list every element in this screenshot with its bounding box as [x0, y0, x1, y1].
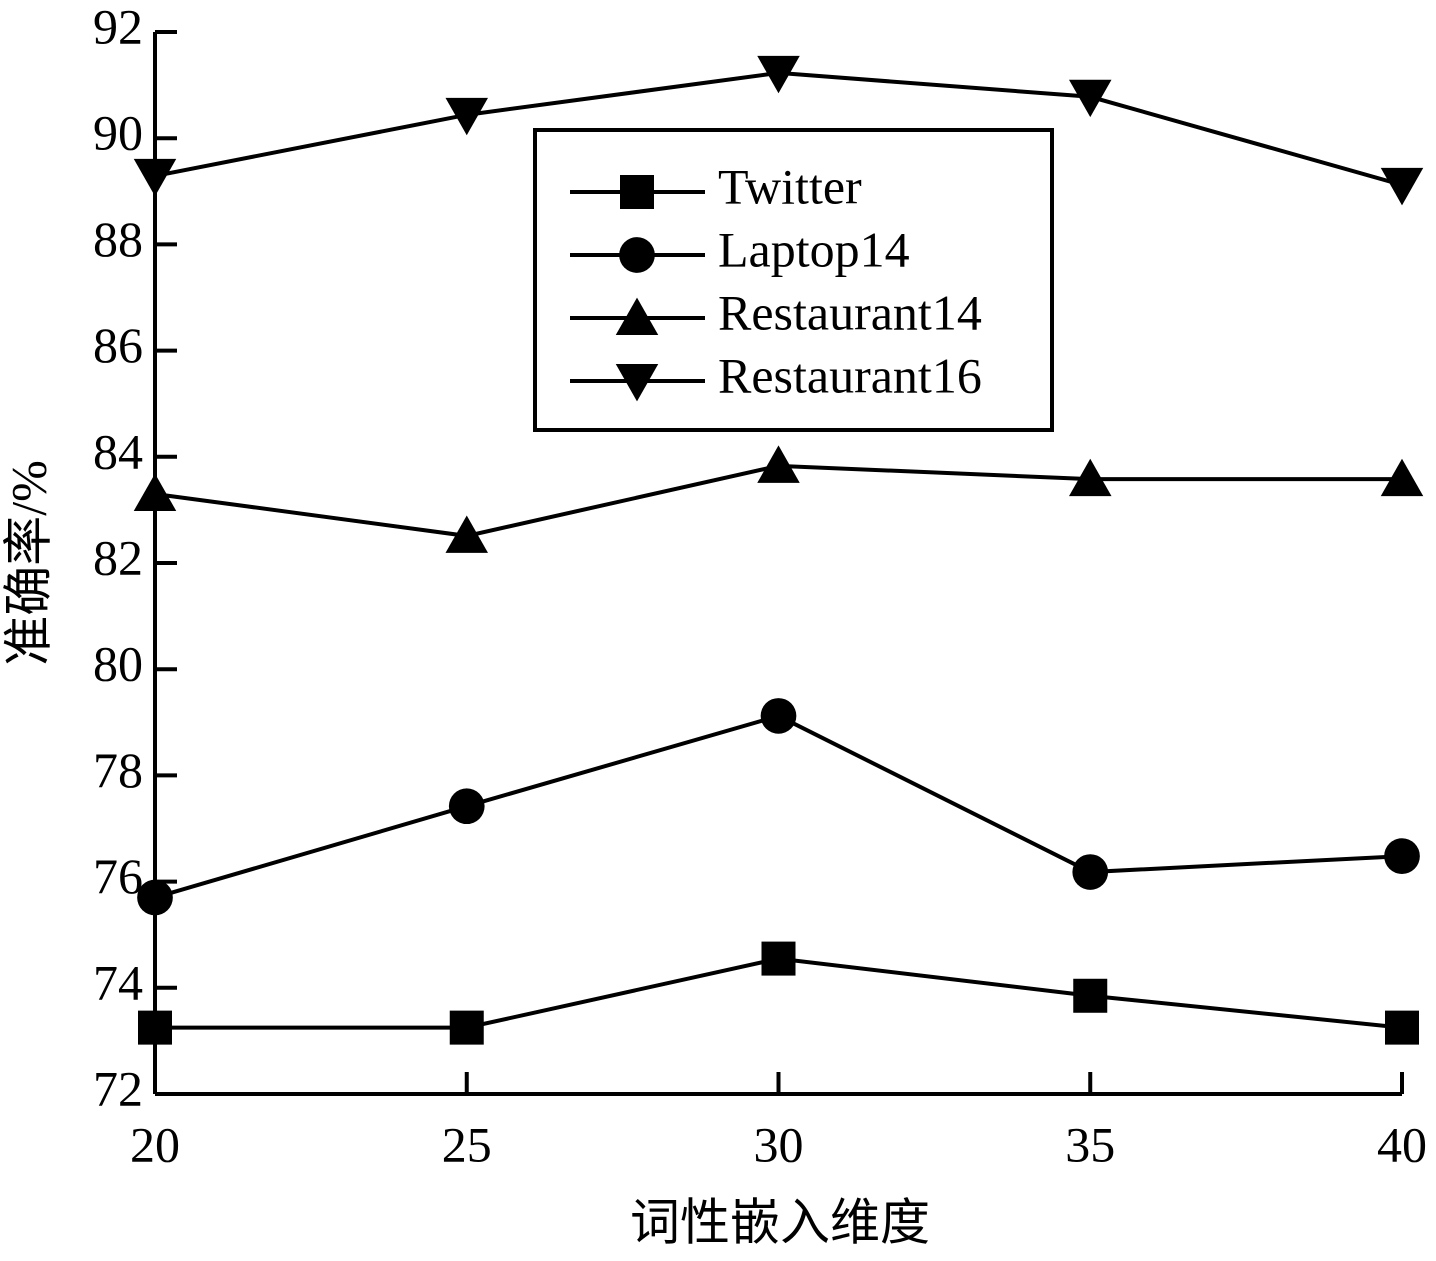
data-point	[1380, 167, 1424, 206]
data-point	[757, 55, 800, 94]
x-tick-label: 35	[1065, 1116, 1115, 1172]
data-point	[449, 1010, 484, 1045]
data-point	[445, 515, 488, 553]
y-tick-label: 86	[93, 317, 143, 373]
data-point	[760, 698, 797, 734]
data-point	[137, 879, 173, 916]
x-axis-label: 词性嵌入维度	[630, 1194, 930, 1250]
legend-label: Restaurant16	[718, 347, 982, 403]
y-tick-label: 80	[93, 636, 143, 692]
data-point	[1380, 458, 1424, 497]
data-point	[1073, 978, 1108, 1013]
y-axis-label: 准确率/%	[0, 460, 56, 666]
legend-label: Laptop14	[718, 221, 910, 277]
y-tick-label: 92	[93, 0, 143, 54]
x-tick-label: 25	[442, 1116, 492, 1172]
legend-marker	[615, 297, 659, 335]
series-line	[154, 713, 1403, 900]
legend-marker	[619, 237, 655, 273]
data-point	[1385, 1010, 1419, 1045]
data-point	[1069, 458, 1112, 497]
x-tick-label: 40	[1377, 1116, 1427, 1172]
data-point	[1069, 79, 1112, 118]
legend-label: Twitter	[718, 158, 862, 214]
data-point	[1072, 854, 1109, 890]
y-tick-label: 84	[93, 423, 143, 479]
x-tick-label: 30	[754, 1116, 804, 1172]
data-point	[138, 1010, 172, 1045]
y-tick-label: 78	[93, 742, 143, 798]
data-point	[133, 158, 177, 197]
y-tick-label: 72	[93, 1060, 143, 1116]
data-point	[757, 445, 800, 483]
data-point	[761, 941, 796, 976]
legend-marker	[615, 364, 659, 402]
y-tick-label: 76	[93, 848, 143, 904]
y-tick-label: 74	[93, 954, 143, 1010]
data-point	[448, 788, 485, 825]
data-point	[1384, 838, 1420, 874]
y-tick-label: 88	[93, 211, 143, 267]
y-tick-label: 90	[93, 105, 143, 161]
data-point	[133, 473, 177, 511]
legend-marker	[620, 175, 654, 209]
y-tick-label: 82	[93, 529, 143, 585]
x-tick-label: 20	[130, 1116, 180, 1172]
data-point	[445, 97, 488, 136]
legend-label: Restaurant14	[718, 284, 982, 340]
